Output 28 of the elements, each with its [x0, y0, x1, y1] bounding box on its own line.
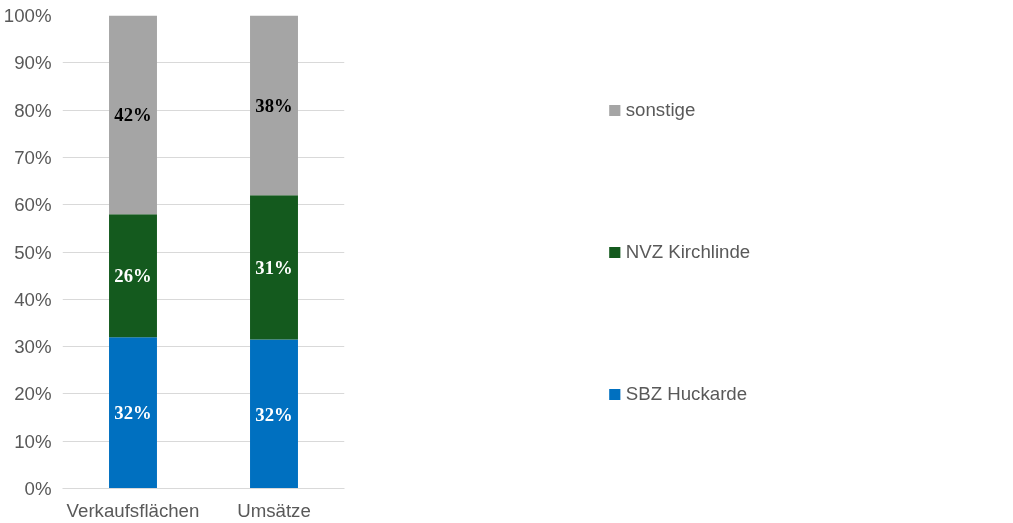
bar	[250, 15, 298, 196]
y-tick-label: 80%	[14, 99, 52, 121]
y-tick-label: 60%	[14, 194, 52, 216]
y-tick-label: 10%	[14, 430, 52, 452]
bar	[109, 214, 157, 338]
bar	[109, 15, 157, 215]
legend-label: NVZ Kirchlinde	[625, 240, 751, 263]
legend-label: sonstige	[625, 98, 696, 121]
y-tick-label: 70%	[14, 146, 52, 168]
y-tick-label: 30%	[14, 336, 52, 358]
y-tick-label: 0%	[24, 478, 52, 499]
bar	[250, 339, 298, 489]
data-label: 38%	[255, 94, 293, 116]
data-label: 32%	[255, 403, 293, 425]
y-tick-label: 100%	[3, 5, 52, 26]
bar	[250, 195, 298, 340]
y-tick-label: 90%	[14, 52, 52, 74]
data-label: 42%	[114, 104, 152, 126]
data-label: 31%	[255, 256, 293, 278]
y-tick-label: 40%	[14, 288, 52, 310]
data-label: 26%	[114, 265, 152, 287]
bar	[109, 337, 157, 489]
data-label: 32%	[114, 402, 152, 424]
x-tick-label: Umsätze	[237, 499, 311, 521]
legend-label: SBZ Huckarde	[625, 382, 748, 405]
x-tick-label: Verkaufsflächen	[66, 499, 200, 521]
y-tick-label: 20%	[14, 383, 52, 405]
y-tick-label: 50%	[14, 241, 52, 263]
